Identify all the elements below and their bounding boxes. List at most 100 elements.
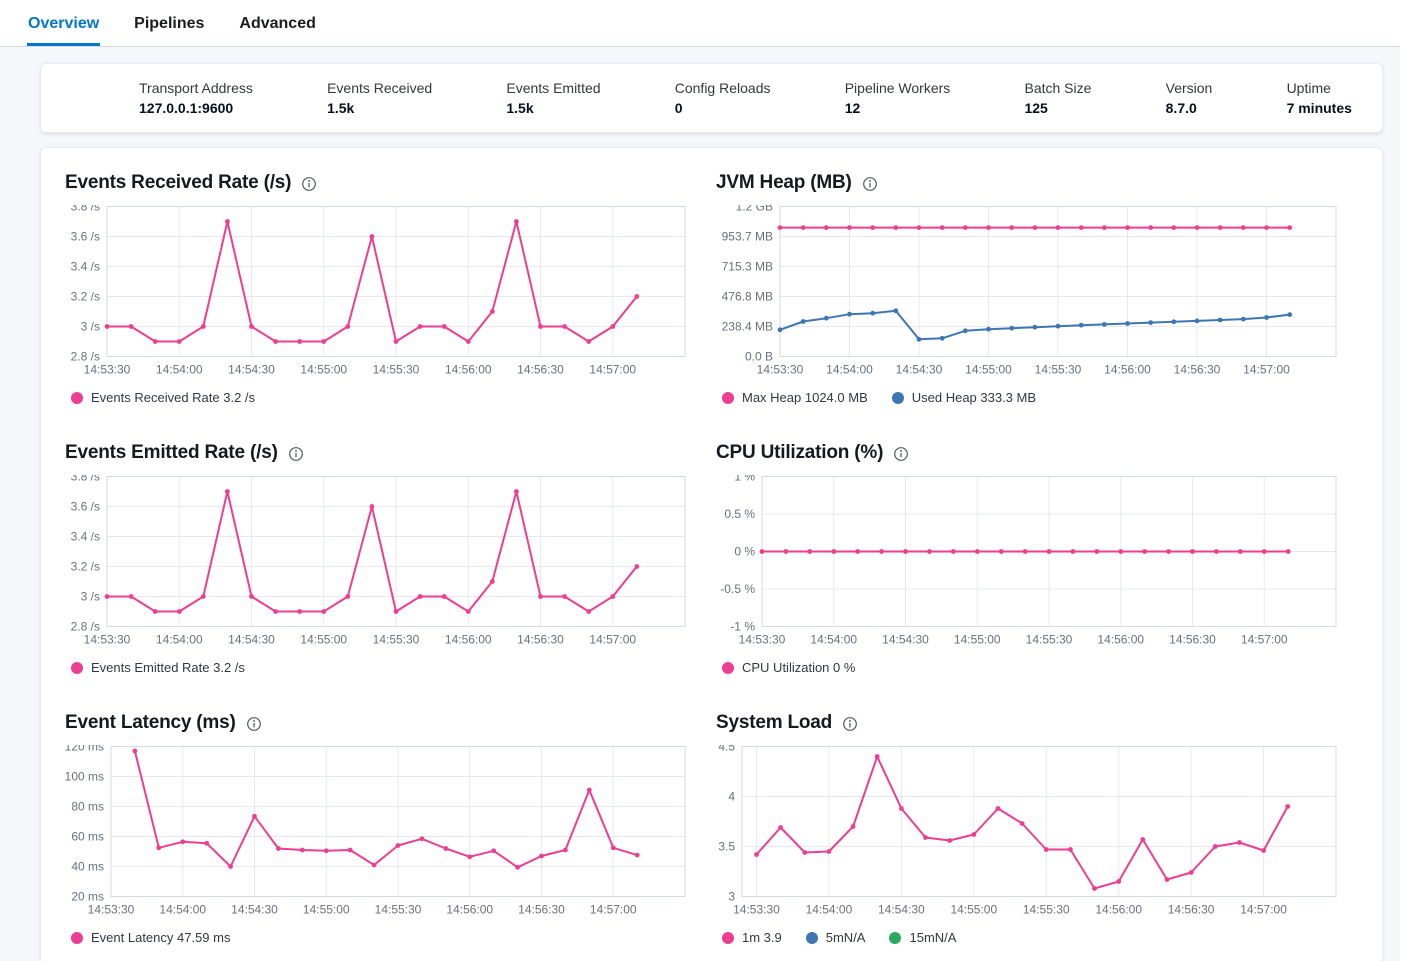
axis-labels: -1 % -0.5 % 0 % 0.5 % 1 % 14:53:30 14:54:00 14:… (720, 470, 1288, 647)
data-point (276, 846, 281, 851)
stat-value: 127.0.0.1:9600 (139, 99, 234, 116)
legend-item[interactable]: 5mN/A (805, 930, 865, 945)
data-point (777, 327, 783, 333)
legend-item[interactable]: CPU Utilization 0 % (722, 660, 855, 675)
data-point (538, 324, 543, 329)
stat-value: 1.5k (506, 99, 534, 116)
stat-value: 0 (674, 99, 683, 116)
line-chart-plot[interactable]: 3 3.5 4 4.5 14:53:30 14:54:00 14:54:30 14:55:00… (716, 740, 1337, 922)
legend-item[interactable]: 1m 3.9 (722, 930, 782, 945)
stat-value: 7 minutes (1286, 99, 1352, 116)
info-icon[interactable] (842, 716, 858, 732)
data-point (634, 852, 640, 858)
data-point (252, 813, 257, 819)
tab-overview[interactable]: Overview (27, 14, 100, 46)
axis-labels: 20 ms 40 ms 60 ms 80 ms 100 ms 120 ms 14:53:30… (65, 740, 637, 917)
data-point (514, 489, 519, 494)
node-summary-stats-panel: Transport Address 127.0.0.1:9600 Events … (40, 63, 1383, 133)
x-axis-tick-label: 14:55:30 (1026, 633, 1073, 647)
stat-value: 125 (1024, 99, 1048, 116)
legend-item[interactable]: Event Latency 47.59 ms (71, 930, 230, 945)
x-axis-tick-label: 14:53:30 (757, 363, 804, 377)
data-point (538, 594, 543, 599)
data-point (489, 309, 495, 314)
chart-events-received-rate: Events Received Rate (/s) 2.8 /s 3 /s 3.2 … (65, 172, 686, 405)
data-point (1261, 848, 1266, 853)
chart-legend: Max Heap 1024.0 MB Used Heap 333.3 MB (716, 390, 1337, 405)
x-axis-tick-label: 14:57:00 (1241, 633, 1288, 647)
data-point (778, 825, 783, 830)
legend-item[interactable]: Used Heap 333.3 MB (891, 390, 1036, 405)
data-point (1148, 320, 1154, 325)
data-point (297, 609, 303, 614)
tab-advanced[interactable]: Advanced (239, 15, 316, 32)
data-point (156, 845, 162, 851)
data-point (783, 549, 789, 554)
line-chart-plot[interactable]: 0.0 B 238.4 MB 476.8 MB 715.3 MB 953.7 MB 1.2… (716, 200, 1337, 382)
info-icon[interactable] (288, 446, 304, 462)
data-point (563, 847, 568, 853)
info-icon[interactable] (862, 176, 878, 192)
legend-item[interactable]: 15mN/A (889, 930, 956, 945)
x-axis-tick-label: 14:54:00 (159, 903, 206, 917)
data-point (870, 225, 876, 230)
line-chart-plot[interactable]: 2.8 /s 3 /s 3.2 /s 3.4 /s 3.6 /s 3.8 /s 14:53:… (65, 200, 686, 382)
legend-item[interactable]: Events Received Rate 3.2 /s (71, 390, 255, 405)
data-point (323, 848, 329, 854)
data-point (225, 219, 230, 224)
line-chart-plot[interactable]: 20 ms 40 ms 60 ms 80 ms 100 ms 120 ms 14:53:30… (65, 740, 686, 922)
info-icon[interactable] (893, 446, 909, 462)
y-axis-tick-label: 3 (728, 890, 735, 904)
data-point (562, 324, 567, 329)
x-axis-tick-label: 14:54:30 (231, 903, 278, 917)
data-point (823, 225, 829, 230)
x-axis-tick-label: 14:57:00 (590, 903, 637, 917)
data-point (927, 549, 932, 554)
legend-item[interactable]: Max Heap 1024.0 MB (722, 390, 868, 405)
data-point (1217, 225, 1223, 230)
data-point (369, 234, 375, 239)
data-point (962, 328, 968, 334)
data-point (947, 838, 953, 843)
data-point (200, 594, 206, 599)
data-point (1094, 549, 1100, 554)
data-point (514, 219, 519, 224)
data-point (152, 339, 158, 344)
y-axis-tick-label: 1 % (734, 475, 755, 484)
data-point (515, 864, 520, 870)
x-axis-tick-label: 14:55:30 (1023, 903, 1070, 917)
data-point (634, 294, 640, 299)
x-axis-tick-label: 14:55:30 (373, 363, 420, 377)
line-chart-plot[interactable]: -1 % -0.5 % 0 % 0.5 % 1 % 14:53:30 14:54:00 14:… (716, 470, 1337, 652)
data-point (586, 609, 592, 614)
y-axis-tick-label: 0 % (734, 545, 755, 559)
data-point (465, 609, 471, 614)
stat-label: Transport Address (139, 79, 253, 96)
data-point (200, 324, 206, 329)
y-axis-tick-label: 3 /s (81, 590, 100, 604)
chart-canvas: 3 3.5 4 4.5 14:53:30 14:54:00 14:54:30 14:55:00… (718, 740, 1337, 917)
data-point (1043, 847, 1049, 852)
data-point (1078, 225, 1084, 230)
data-point (1055, 323, 1061, 329)
x-axis-tick-label: 14:57:00 (1243, 363, 1290, 377)
data-point (1125, 321, 1130, 326)
data-point (345, 594, 351, 599)
y-axis-tick-label: 2.8 /s (71, 350, 100, 364)
x-axis-tick-label: 14:56:30 (1168, 903, 1215, 917)
x-axis-tick-label: 14:54:30 (878, 903, 925, 917)
page-background: Transport Address 127.0.0.1:9600 Events … (0, 47, 1400, 961)
info-icon[interactable] (301, 176, 317, 192)
data-point (586, 787, 592, 793)
x-axis-tick-label: 14:55:00 (303, 903, 350, 917)
tab-pipelines[interactable]: Pipelines (134, 15, 205, 32)
data-point (1171, 225, 1177, 230)
legend-item[interactable]: Events Emitted Rate 3.2 /s (71, 660, 245, 675)
data-point (1194, 318, 1200, 324)
data-point (998, 549, 1004, 554)
data-point (1142, 549, 1148, 554)
data-point (128, 594, 134, 599)
info-icon[interactable] (246, 716, 262, 732)
data-point (1261, 549, 1267, 554)
line-chart-plot[interactable]: 2.8 /s 3 /s 3.2 /s 3.4 /s 3.6 /s 3.8 /s 14:53:… (65, 470, 686, 652)
